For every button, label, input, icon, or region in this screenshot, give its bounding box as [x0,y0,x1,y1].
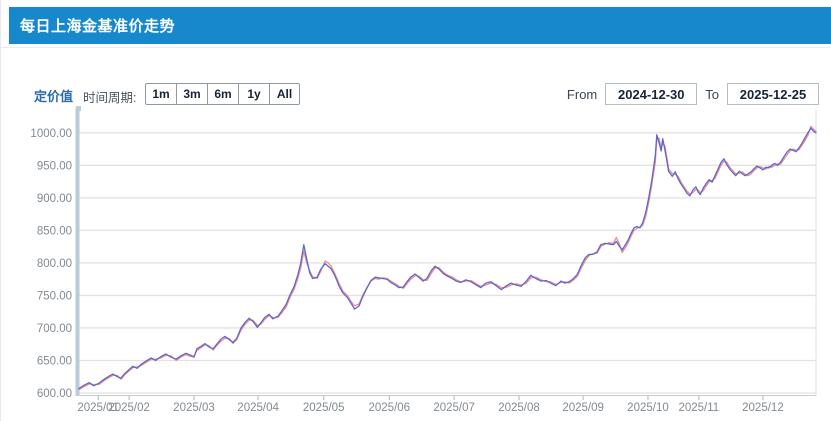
y-tick-label: 750.00 [37,290,72,302]
to-label: To [705,86,719,102]
x-tick-label: 2025/04 [237,402,279,414]
x-tick-label: 2025/03 [173,402,215,414]
y-tick-label: 700.00 [37,323,72,335]
y-tick-label: 650.00 [37,355,72,367]
x-tick-label: 2025/11 [678,402,719,414]
period-button-group: 1m 3m 6m 1y All [145,83,300,105]
x-tick-label: 2025/12 [742,402,784,414]
x-tick-label: 2025/08 [498,402,540,414]
x-tick-label: 2025/07 [433,402,475,414]
price-blue-line [78,127,817,390]
y-axis-bar [75,108,80,396]
header-divider [1,47,831,48]
x-tick-label: 2025/02 [108,402,150,414]
y-tick-label: 1000.00 [30,128,72,140]
x-tick-label: 2025/05 [303,402,345,414]
period-button-3m[interactable]: 3m [176,83,207,105]
from-label: From [566,86,598,102]
header-bar: 每日上海金基准价走势 [9,7,831,44]
period-button-1m[interactable]: 1m [145,83,176,105]
x-tick-label: 2025/09 [562,402,604,414]
y-tick-label: 600.00 [37,388,72,400]
date-range: From To [559,83,819,105]
x-tick-label: 2025/10 [627,402,669,414]
y-tick-label: 950.00 [37,160,72,172]
period-button-1y[interactable]: 1y [238,83,269,105]
period-button-6m[interactable]: 6m [207,83,238,105]
page-title: 每日上海金基准价走势 [20,18,176,35]
x-tick-label: 2025/01 [77,402,119,414]
period-button-all[interactable]: All [269,83,300,105]
from-date-input[interactable] [605,83,698,105]
y-tick-label: 800.00 [37,258,72,270]
period-label: 时间周期: [83,91,137,105]
y-tick-label: 900.00 [37,193,72,205]
x-tick-label: 2025/06 [368,402,410,414]
y-tick-label: 850.00 [37,225,72,237]
to-date-input[interactable] [727,83,819,105]
series-value-label: 定价值 [34,89,74,104]
price-pink-line [78,125,817,391]
toolbar: 定价值 时间周期: 1m 3m 6m 1y All From To [1,78,831,110]
